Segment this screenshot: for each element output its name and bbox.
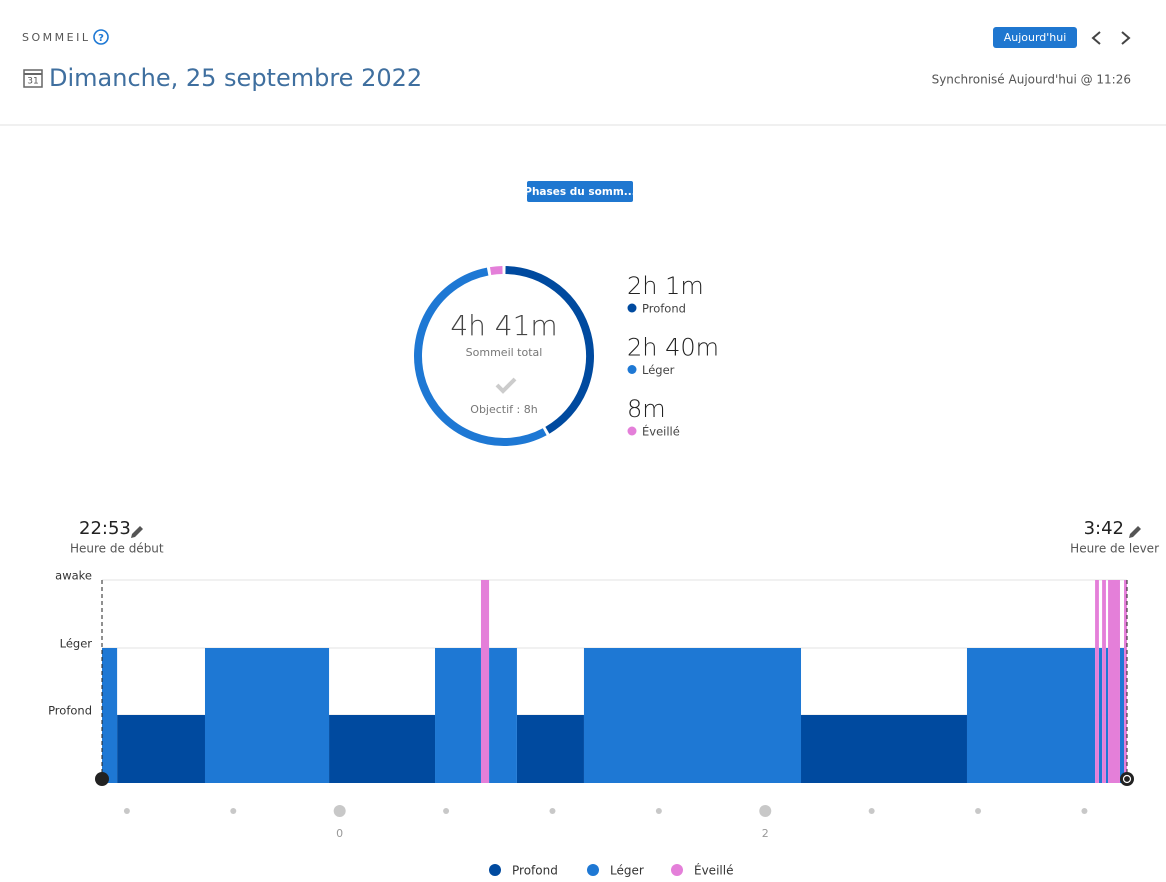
y-category-label: Profond [48, 704, 92, 718]
legend-label: Éveillé [694, 863, 733, 878]
major-tick-dot [759, 805, 772, 817]
wake-icon-inner [1122, 774, 1132, 784]
total-sleep-label: Sommeil total [466, 346, 543, 359]
today-button[interactable]: Aujourd'hui [993, 27, 1077, 48]
minor-tick-dot [975, 808, 982, 814]
stage-label: Léger [642, 363, 675, 377]
minor-tick-dot [1081, 808, 1088, 814]
stage-bar [801, 715, 967, 783]
prev-arrow[interactable] [1091, 31, 1101, 45]
help-mark: ? [98, 33, 104, 44]
calendar-day: 31 [27, 77, 38, 87]
phases-tab-bg [527, 181, 633, 202]
donut-arc [505, 266, 594, 434]
stage-bar [435, 648, 481, 783]
stage-bar [1119, 648, 1125, 783]
legend-dot [587, 864, 599, 876]
help-circle [93, 29, 109, 45]
stage-bar [1124, 580, 1127, 783]
legend-label: Léger [610, 864, 644, 878]
stage-bar [966, 648, 1096, 783]
sync-status: Synchronisé Aujourd'hui @ 11:26 [932, 73, 1131, 87]
stage-label: Éveillé [642, 424, 680, 439]
stage-bar [117, 715, 205, 783]
date-title: Dimanche, 25 septembre 2022 [49, 64, 422, 92]
phases-tab[interactable]: Phases du somm... [524, 181, 636, 202]
today-button-bg [993, 27, 1077, 48]
today-button-label: Aujourd'hui [1004, 31, 1067, 44]
section-title: SOMMEIL [22, 31, 90, 44]
x-tick-label: 2 [762, 827, 769, 840]
stage-dot [627, 365, 637, 374]
stage-bar [1095, 580, 1099, 783]
stage-dot [627, 303, 637, 313]
edit-end-icon[interactable] [1129, 526, 1141, 538]
stage-duration: 8m [627, 395, 666, 423]
start-time: 22:53 [79, 518, 131, 539]
goal-check [495, 377, 517, 394]
stage-bar [102, 648, 118, 783]
stage-label: Profond [642, 302, 686, 316]
stage-bar [1105, 648, 1109, 783]
stage-bar [1102, 580, 1106, 783]
y-category-label: awake [55, 569, 92, 583]
legend-dot [671, 864, 683, 876]
donut [414, 266, 594, 446]
donut-arc [414, 267, 547, 446]
stage-bar [1108, 580, 1120, 783]
sleep-chart: Profond Léger awake 0 2 [48, 569, 1134, 840]
x-tick-label: 0 [336, 827, 343, 840]
total-sleep: 4h 41m [450, 309, 557, 342]
goal-label: Objectif : 8h [470, 403, 537, 416]
sleep-start-icon [95, 772, 109, 786]
wake-icon [1120, 772, 1134, 786]
calendar-icon[interactable]: 31 [23, 69, 43, 88]
stage-bar [489, 648, 517, 783]
stage-dot [627, 426, 637, 436]
next-arrow[interactable] [1121, 31, 1131, 45]
stage-bar [583, 648, 802, 783]
minor-tick-dot [655, 808, 662, 814]
legend-dot [489, 864, 501, 876]
stage-bar [204, 648, 330, 783]
legend-label: Profond [512, 864, 558, 878]
stage-bar [480, 580, 490, 783]
minor-tick-dot [868, 808, 875, 814]
y-category-label: Léger [60, 637, 93, 651]
minor-tick-dot [230, 808, 237, 814]
minor-tick-dot [549, 808, 556, 814]
major-tick-dot [333, 805, 346, 817]
minor-tick-dot [443, 808, 450, 814]
calendar-frame [23, 69, 43, 88]
minor-tick-dot [123, 808, 130, 814]
stage-duration: 2h 1m [627, 272, 704, 300]
stage-duration: 2h 40m [627, 334, 719, 362]
start-label: Heure de début [70, 542, 164, 556]
phases-tab-label: Phases du somm... [524, 186, 636, 198]
end-label: Heure de lever [1070, 542, 1159, 556]
help-icon[interactable]: ? [93, 29, 109, 45]
edit-start-icon[interactable] [131, 526, 143, 538]
donut-arc [489, 266, 503, 276]
stage-bar [516, 715, 584, 783]
stage-bar [1098, 648, 1103, 783]
legend: Profond Léger Éveillé [489, 863, 733, 878]
end-time: 3:42 [1084, 518, 1124, 539]
stage-bar [329, 715, 436, 783]
